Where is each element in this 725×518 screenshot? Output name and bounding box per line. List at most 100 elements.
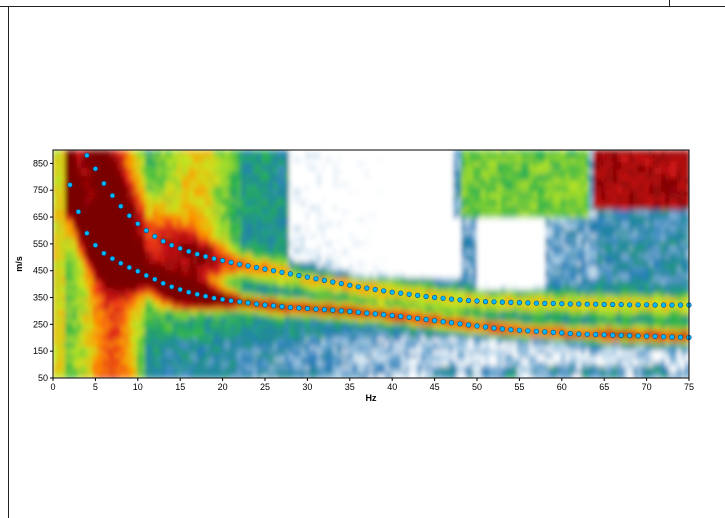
curve-point — [610, 301, 616, 308]
curve-point — [313, 276, 319, 282]
curve-point — [610, 332, 616, 338]
curve-point — [321, 307, 328, 313]
curve-point — [516, 327, 523, 333]
curve-point — [109, 256, 115, 262]
curve-point — [355, 309, 361, 315]
x-tick-label: 25 — [260, 382, 270, 392]
y-tick-label: 550 — [33, 239, 48, 249]
curve-point — [525, 328, 531, 334]
curve-series-2 — [67, 182, 692, 341]
curve-point — [355, 284, 361, 290]
x-tick-label: 50 — [472, 382, 482, 392]
x-tick-label: 20 — [218, 382, 228, 392]
curve-point — [169, 242, 175, 248]
curve-point — [550, 329, 556, 336]
curve-point — [143, 227, 149, 234]
curve-point — [423, 316, 429, 323]
curve-point — [135, 221, 141, 227]
curve-point — [75, 209, 81, 215]
curve-point — [660, 334, 667, 340]
x-tick-label: 75 — [684, 382, 694, 392]
curve-point — [262, 302, 268, 308]
curve-point — [567, 330, 573, 337]
curve-point — [626, 333, 633, 339]
curve-point — [330, 307, 336, 313]
curve-point — [542, 300, 548, 307]
curve-point — [669, 302, 675, 308]
curve-point — [576, 331, 582, 337]
x-tick-label: 10 — [133, 382, 143, 392]
curve-point — [440, 295, 446, 301]
curve-point — [101, 250, 107, 256]
curve-point — [270, 268, 277, 274]
x-tick-label: 70 — [642, 382, 652, 392]
curve-point — [457, 297, 463, 303]
curve-point — [508, 327, 514, 333]
curve-point — [559, 330, 565, 336]
y-axis-label: m/s — [14, 256, 24, 272]
curve-point — [220, 296, 226, 303]
curve-point — [109, 193, 115, 199]
curve-point — [542, 329, 548, 335]
curve-point — [262, 266, 268, 272]
curve-point — [126, 213, 132, 219]
window-left-border — [8, 6, 9, 518]
curve-point — [118, 260, 124, 266]
curve-point — [618, 332, 624, 339]
curve-point — [92, 166, 98, 172]
y-tick-label: 850 — [33, 158, 48, 168]
x-tick-label: 35 — [345, 382, 355, 392]
curve-point — [228, 298, 234, 304]
curve-point — [338, 308, 344, 314]
curve-point — [432, 318, 438, 324]
curve-point — [245, 300, 251, 306]
curve-point — [618, 301, 624, 308]
curve-point — [296, 272, 302, 279]
curve-point — [143, 272, 149, 279]
curve-point — [601, 301, 607, 308]
curve-point — [118, 203, 124, 209]
curve-point — [440, 319, 446, 325]
curve-point — [152, 276, 158, 282]
x-tick-label: 0 — [50, 382, 55, 392]
curve-point — [372, 311, 378, 317]
curve-point — [237, 261, 243, 267]
y-tick-label: 250 — [33, 319, 48, 329]
curve-point — [321, 277, 328, 284]
window-top-border — [0, 0, 725, 7]
curve-point — [533, 328, 540, 334]
curve-point — [211, 295, 217, 301]
curve-point — [415, 315, 421, 322]
curve-point — [635, 302, 641, 308]
curve-point — [406, 291, 412, 297]
curve-series-1 — [84, 152, 692, 308]
curve-point — [203, 253, 209, 260]
curve-point — [135, 268, 141, 274]
curve-point — [330, 279, 336, 285]
curve-point — [245, 263, 251, 269]
x-tick-label: 55 — [514, 382, 524, 392]
curve-point — [101, 180, 107, 187]
curve-point — [186, 248, 192, 254]
curve-point — [491, 325, 497, 331]
curve-point — [508, 299, 514, 306]
curve-point — [126, 264, 132, 271]
curve-point — [381, 312, 387, 318]
curve-point — [67, 182, 73, 188]
curve-point — [499, 326, 506, 332]
y-tick-label: 450 — [33, 266, 48, 276]
heatmap-field — [53, 150, 689, 378]
curve-point — [279, 269, 285, 275]
curve-point — [482, 299, 489, 305]
curve-point — [313, 306, 319, 312]
curve-point — [601, 332, 607, 338]
curve-point — [169, 284, 175, 290]
x-tick-label: 40 — [387, 382, 397, 392]
curve-point — [186, 289, 192, 295]
curve-point — [296, 305, 302, 311]
curve-point — [194, 291, 200, 297]
curve-point — [491, 299, 497, 305]
curve-point — [525, 300, 531, 306]
plot-frame — [52, 149, 690, 379]
